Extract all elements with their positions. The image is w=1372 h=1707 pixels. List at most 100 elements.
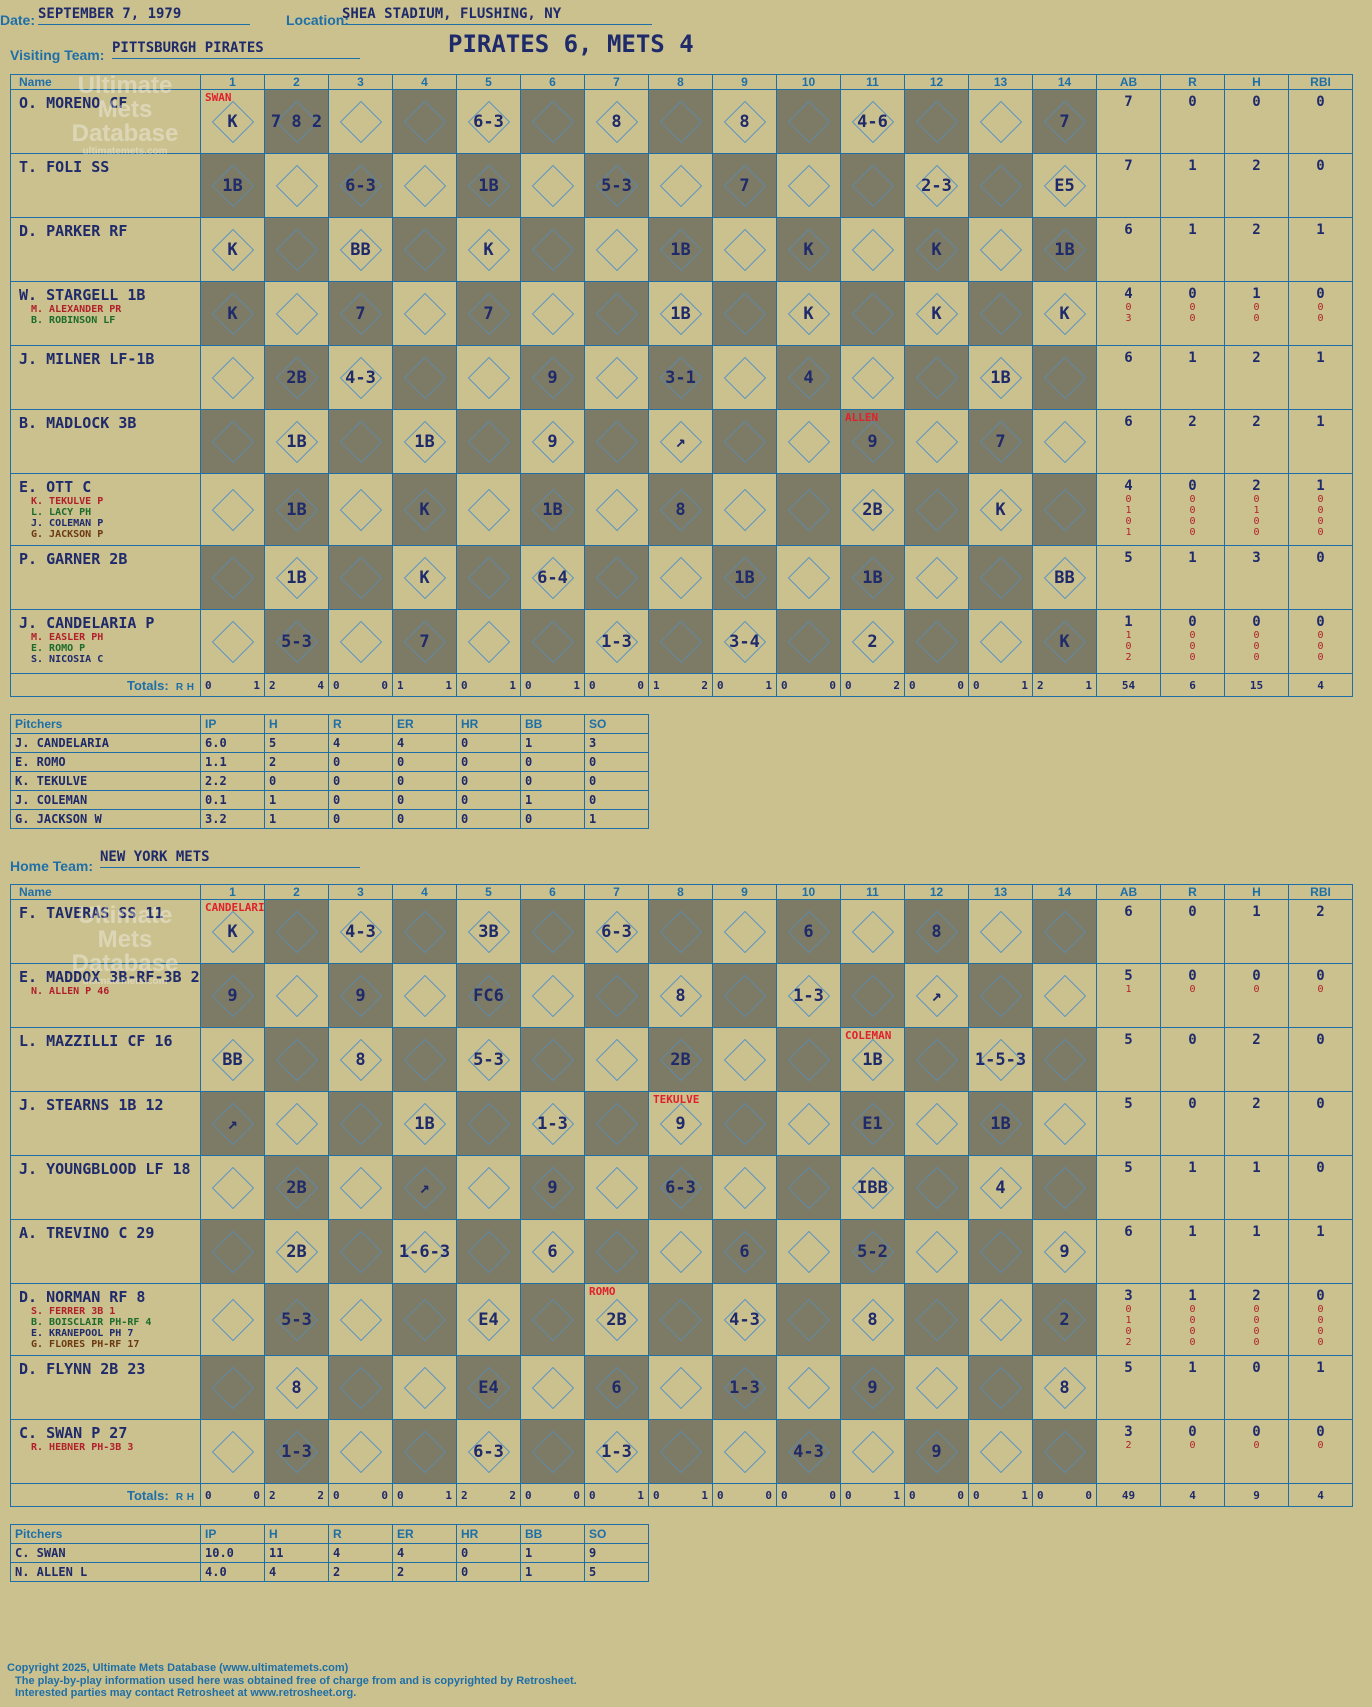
inning-cell: 6-3 — [584, 899, 649, 964]
inning-cell — [520, 153, 585, 218]
stat-value: 0 — [1252, 1360, 1261, 1376]
total-stat: 4 — [1160, 1483, 1225, 1507]
pitcher-cell: N. ALLEN L — [10, 1562, 201, 1582]
sub-stat: 0 — [1125, 302, 1132, 313]
total-stat: 9 — [1224, 1483, 1289, 1507]
inning-cell: 6 — [520, 1219, 585, 1284]
play-mark: 1B — [670, 239, 691, 260]
date-label: Date: — [0, 12, 36, 28]
sub-stat: 1 — [1125, 1315, 1132, 1326]
play-mark: 5-3 — [281, 631, 312, 652]
sub-stat: 0 — [1189, 302, 1196, 313]
pitcher-cell: 0 — [520, 809, 585, 829]
inning-cell — [776, 89, 841, 154]
player-name-cell: B. MADLOCK 3B — [10, 409, 201, 474]
inning-cell: BB — [200, 1027, 265, 1092]
stat-value: 7 — [1124, 158, 1133, 174]
pitcher-cell: 0 — [264, 771, 329, 791]
player-name: J. MILNER LF-1B — [19, 350, 155, 368]
inning-cell — [392, 899, 457, 964]
inning-cell: 1B — [648, 217, 713, 282]
inning-cell — [648, 1219, 713, 1284]
substitute-name: E. KRANEPOOL PH 7 — [31, 1328, 134, 1339]
stat-value: 0 — [1188, 94, 1197, 110]
stat-value: 0 — [1316, 550, 1325, 566]
play-mark: 6-3 — [345, 175, 376, 196]
stat-value: 0 — [1188, 968, 1197, 984]
inning-cell — [264, 899, 329, 964]
play-mark: 2B — [286, 1177, 307, 1198]
inning-cell — [520, 963, 585, 1028]
inning-cell — [648, 1283, 713, 1356]
inning-cell — [776, 1283, 841, 1356]
play-mark: 7 — [355, 303, 366, 324]
play-mark: 1B — [542, 499, 563, 520]
inning-cell — [648, 609, 713, 674]
inning-header-12: 12 — [904, 74, 969, 90]
stat-cell: 0 — [1288, 1027, 1353, 1092]
inning-cell — [456, 345, 521, 410]
inning-cell: 6-3 — [328, 153, 393, 218]
inning-cell: CANDELARIA K — [200, 899, 265, 964]
stat-cell: 2 — [1224, 217, 1289, 282]
player-name: L. MAZZILLI CF 16 — [19, 1032, 173, 1050]
inning-cell — [520, 89, 585, 154]
total-stat: 6 — [1160, 673, 1225, 697]
player-row: B. MADLOCK 3B 1B 1B 9 ↗ ALLEN 9 7 6 2 2 1 — [10, 409, 1353, 474]
sub-stat: 0 — [1189, 313, 1196, 324]
player-name-cell: A. TREVINO C 29 — [10, 1219, 201, 1284]
inning-cell — [968, 153, 1033, 218]
inning-cell — [712, 473, 777, 546]
inning-cell — [904, 1283, 969, 1356]
visitors-scorecard: Name 1 2 3 4 5 6 7 8 9 10 11 12 13 14 AB R H RBI O. MORENO … — [10, 74, 1353, 697]
play-mark: 1-3 — [601, 631, 632, 652]
inning-cell — [456, 609, 521, 674]
play-mark: 2B — [286, 367, 307, 388]
play-mark: ↗ — [227, 1113, 238, 1134]
pitcher-row: C. SWAN 10.0 11 4 4 0 1 9 — [10, 1543, 649, 1563]
total-stat: 4 — [1288, 673, 1353, 697]
inning-header-7: 7 — [584, 884, 649, 900]
inning-cell — [392, 1355, 457, 1420]
stat-cell: 1 — [1160, 545, 1225, 610]
inning-cell: 4 — [968, 1155, 1033, 1220]
play-mark: 2B — [862, 499, 883, 520]
score-title: PIRATES 6, METS 4 — [448, 30, 694, 58]
inning-cell — [840, 345, 905, 410]
inning-cell — [904, 409, 969, 474]
inning-cell: 4-3 — [776, 1419, 841, 1484]
player-name-cell: J. MILNER LF-1B — [10, 345, 201, 410]
pitcher-cell: 1.1 — [200, 752, 265, 772]
sub-stat: 0 — [1189, 1326, 1196, 1337]
stat-cell: 6 — [1096, 409, 1161, 474]
stat-cell: 1 — [1288, 217, 1353, 282]
inning-cell — [584, 1219, 649, 1284]
play-mark: 4-3 — [345, 921, 376, 942]
pitcher-change-label: TEKULVE — [653, 1093, 700, 1106]
inning-cell — [456, 1091, 521, 1156]
inning-cell — [1032, 345, 1097, 410]
stat-value: 1 — [1188, 1288, 1197, 1304]
pitcher-header: HR — [456, 714, 521, 734]
play-mark: 1B — [286, 431, 307, 452]
sub-stat: 0 — [1317, 1326, 1324, 1337]
substitute-name: B. ROBINSON LF — [31, 315, 116, 326]
pitcher-header: ER — [392, 1524, 457, 1544]
pitcher-cell: 1 — [520, 790, 585, 810]
inning-header-3: 3 — [328, 74, 393, 90]
sub-stat: 0 — [1125, 516, 1132, 527]
sub-stat: 0 — [1253, 630, 1260, 641]
inning-cell: 9 — [520, 345, 585, 410]
inning-cell — [712, 899, 777, 964]
stat-cell: 1 — [1288, 409, 1353, 474]
inning-cell: 1-3 — [264, 1419, 329, 1484]
inning-cell — [200, 1355, 265, 1420]
inning-cell: 2-3 — [904, 153, 969, 218]
player-name-cell: P. GARNER 2B — [10, 545, 201, 610]
pitcher-cell: 1 — [584, 809, 649, 829]
inning-header-1: 1 — [200, 884, 265, 900]
